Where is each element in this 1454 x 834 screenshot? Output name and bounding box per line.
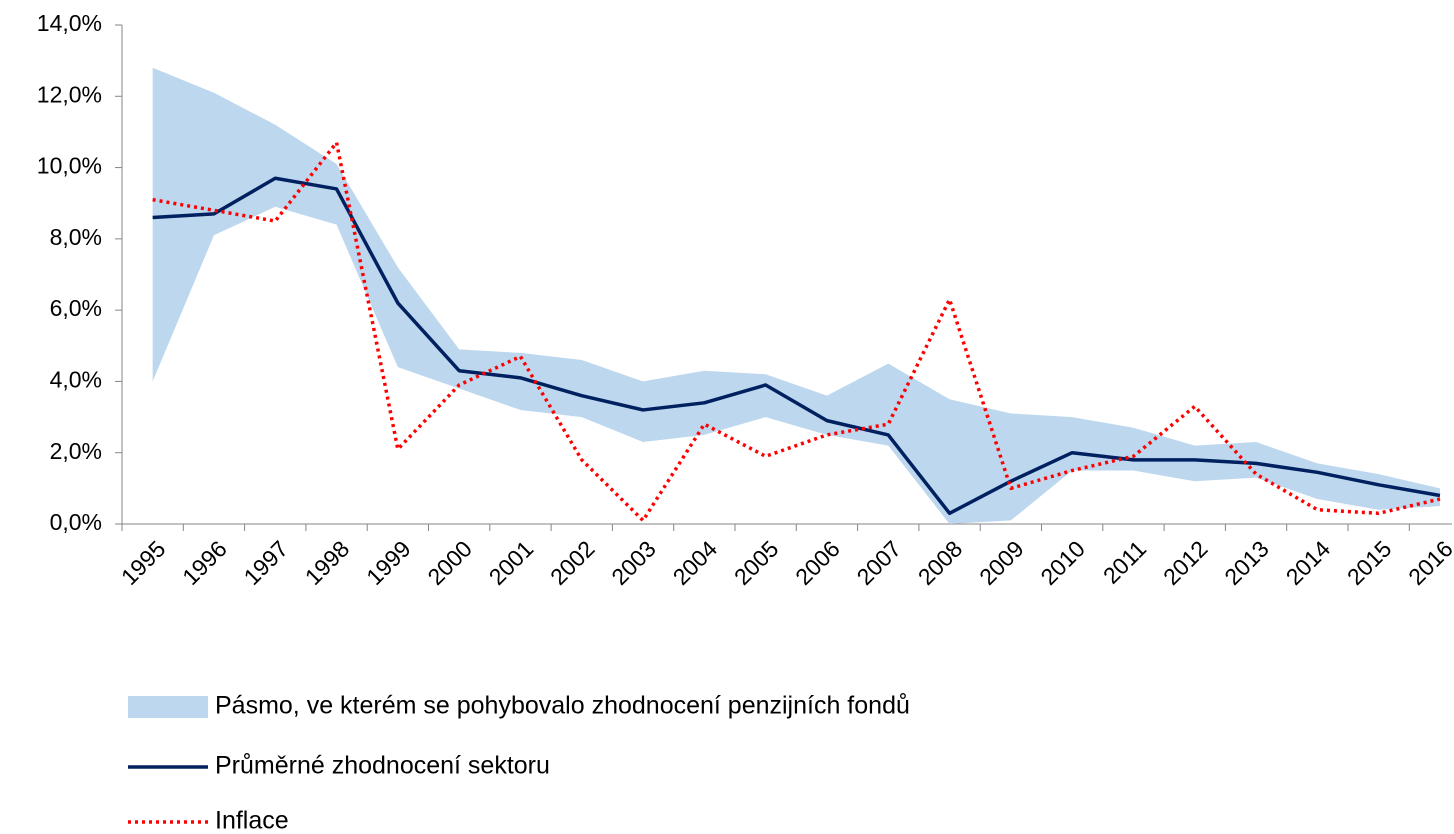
range-band — [152, 67, 1440, 525]
x-tick-label: 1999 — [361, 535, 416, 590]
x-tick-label: 2003 — [606, 535, 661, 590]
legend-label: Průměrné zhodnocení sektoru — [215, 752, 550, 780]
x-tick-label: 2008 — [913, 535, 968, 590]
series-line — [152, 140, 1441, 523]
x-tick-label: 2002 — [545, 535, 600, 590]
legend-label: Inflace — [215, 807, 289, 834]
x-tick-label: 2014 — [1281, 535, 1336, 590]
y-tick-label: 10,0% — [37, 153, 102, 179]
x-tick-label: 2010 — [1035, 535, 1090, 590]
x-tick-label: 1998 — [300, 535, 355, 590]
series-line — [152, 176, 1441, 516]
legend-label: Pásmo, ve kterém se pohybovalo zhodnocen… — [215, 692, 910, 720]
x-tick-label: 1997 — [239, 535, 294, 590]
x-tick-label: 2005 — [729, 535, 784, 590]
y-tick-label: 4,0% — [50, 367, 102, 393]
x-tick-label: 2006 — [790, 535, 845, 590]
x-tick-label: 2004 — [668, 535, 723, 590]
y-tick-label: 2,0% — [50, 438, 102, 464]
x-tick-label: 2000 — [422, 535, 477, 590]
legend-item: Pásmo, ve kterém se pohybovalo zhodnocen… — [128, 692, 910, 720]
y-tick-label: 8,0% — [50, 224, 102, 250]
x-tick-label: 2011 — [1098, 535, 1151, 588]
x-tick-label: 2001 — [484, 535, 539, 590]
x-tick-label: 2007 — [852, 535, 907, 590]
x-tick-label: 2012 — [1158, 535, 1213, 590]
x-tick-label: 1996 — [177, 535, 232, 590]
x-tick-label: 2016 — [1403, 535, 1454, 590]
y-tick-label: 0,0% — [50, 509, 102, 535]
y-tick-label: 6,0% — [50, 295, 102, 321]
x-tick-label: 1995 — [116, 535, 171, 590]
x-tick-label: 2015 — [1342, 535, 1397, 590]
y-tick-label: 12,0% — [37, 81, 102, 107]
x-tick-label: 2013 — [1219, 535, 1274, 590]
x-tick-label: 2009 — [974, 535, 1029, 590]
legend-item: Inflace — [128, 807, 289, 834]
legend-swatch — [128, 696, 208, 718]
legend-item: Průměrné zhodnocení sektoru — [128, 752, 550, 780]
y-tick-label: 14,0% — [37, 10, 102, 36]
